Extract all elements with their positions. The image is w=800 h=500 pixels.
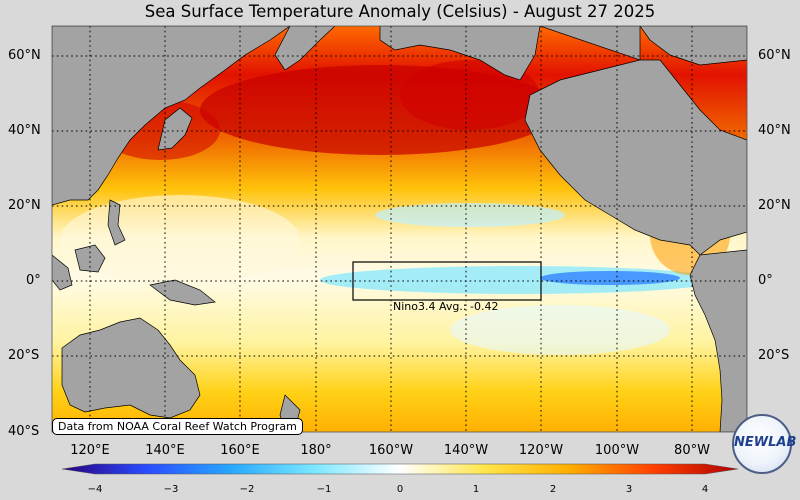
nino34-box — [352, 261, 542, 301]
lat-label-right-40n: 40°N — [758, 123, 791, 138]
colorbar-tick-0: 0 — [396, 484, 404, 495]
south-america-landmass — [689, 249, 747, 432]
north-america-landmass — [524, 26, 747, 256]
new-guinea-landmass — [149, 279, 216, 306]
map-frame — [51, 25, 748, 433]
lon-label-140e: 140°E — [145, 443, 185, 458]
south-pacific-cool-anomaly — [450, 305, 670, 355]
colorbar-tick-minus4: −4 — [87, 484, 103, 495]
kamchatka-landmass — [274, 26, 336, 71]
east-equatorial-cool-core — [540, 271, 680, 285]
colorbar-tick-minus1: −1 — [316, 484, 332, 495]
data-credit: Data from NOAA Coral Reef Watch Program — [52, 418, 303, 435]
map-title: Sea Surface Temperature Anomaly (Celsius… — [144, 2, 656, 21]
logo-text: NEWLAB — [734, 435, 797, 450]
japan-landmass — [157, 107, 193, 151]
lat-label-left-60n: 60°N — [8, 48, 41, 63]
lat-label-right-20s: 20°S — [758, 348, 790, 363]
nino34-label: Nino3.4 Avg.: -0.42 — [393, 300, 499, 313]
greenland-landmass — [639, 26, 747, 66]
lat-label-right-0: 0° — [758, 273, 773, 288]
lat-label-right-60n: 60°N — [758, 48, 791, 63]
lat-label-right-20n: 20°N — [758, 198, 791, 213]
northeast-pacific-warm-anomaly — [400, 60, 540, 130]
lon-label-120w: 120°W — [518, 443, 564, 458]
colorbar-tick-minus3: −3 — [163, 484, 179, 495]
lon-label-180: 180° — [300, 443, 332, 458]
colorbar-tick-1: 1 — [472, 484, 480, 495]
colorbar-tick-2: 2 — [549, 484, 557, 495]
newlab-logo: NEWLAB — [732, 414, 797, 474]
colorbar-tick-minus2: −2 — [239, 484, 255, 495]
philippines-landmass — [107, 199, 126, 246]
colorbar-tick-3: 3 — [625, 484, 633, 495]
asia-landmass — [52, 26, 291, 206]
lat-label-left-0: 0° — [26, 273, 41, 288]
lon-label-100w: 100°W — [594, 443, 640, 458]
lat-label-left-40s: 40°S — [8, 424, 40, 439]
lon-label-120e: 120°E — [70, 443, 110, 458]
lon-label-160e: 160°E — [220, 443, 260, 458]
graticule — [52, 26, 747, 432]
colorbar-tick-4: 4 — [701, 484, 709, 495]
alaska-landmass — [379, 26, 541, 81]
borneo-landmass — [74, 244, 106, 273]
colorbar-gradient — [61, 463, 739, 475]
lat-label-left-40n: 40°N — [8, 123, 41, 138]
lat-label-left-20n: 20°N — [8, 198, 41, 213]
lon-label-140w: 140°W — [443, 443, 489, 458]
subtropical-cool-anomaly — [375, 203, 565, 227]
lon-label-80w: 80°W — [674, 443, 710, 458]
lat-label-left-20s: 20°S — [8, 348, 40, 363]
lon-label-160w: 160°W — [368, 443, 414, 458]
